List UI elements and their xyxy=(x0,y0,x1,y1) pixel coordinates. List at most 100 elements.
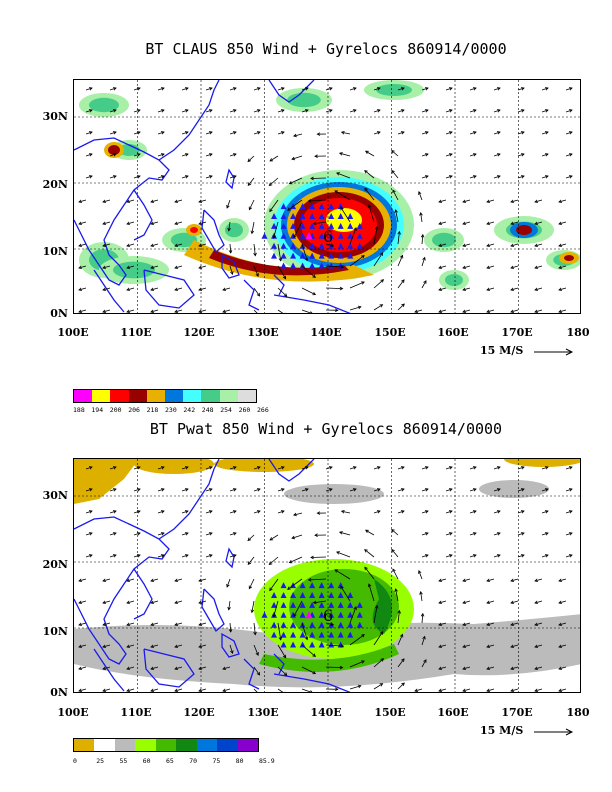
wind-vector-head xyxy=(256,131,261,135)
wind-vector-head xyxy=(376,510,381,514)
wind-vector xyxy=(421,153,429,157)
wind-vector-head xyxy=(312,670,317,675)
coastline xyxy=(133,189,153,241)
wind-vector-head xyxy=(448,532,453,536)
wind-vector xyxy=(325,488,333,492)
gyre-location-marker xyxy=(356,232,363,239)
wind-vector-head xyxy=(102,221,107,226)
wind-vector-head xyxy=(268,561,273,566)
wind-vector xyxy=(109,153,117,157)
wind-vector xyxy=(510,666,519,670)
wind-vector xyxy=(493,510,501,514)
wind-vector xyxy=(541,510,549,514)
wind-vector xyxy=(395,588,399,602)
wind-vector-head xyxy=(278,636,283,641)
wind-vector-head xyxy=(232,466,237,470)
colorbar-swatch xyxy=(74,739,95,751)
wind-vector xyxy=(493,532,501,536)
wind-vector xyxy=(174,287,183,291)
wind-vector xyxy=(85,131,93,135)
wind-vector-head xyxy=(284,691,286,692)
wind-vector xyxy=(229,532,237,536)
wind-vector xyxy=(438,309,447,313)
gyre-location-marker xyxy=(318,641,325,648)
wind-vector xyxy=(126,600,135,604)
wind-vector-head xyxy=(392,568,396,573)
wind-vector xyxy=(418,570,423,580)
wind-vector-head xyxy=(259,312,260,313)
wind-vector xyxy=(534,644,543,648)
wind-vector xyxy=(277,265,287,279)
wind-vector xyxy=(418,191,423,201)
wind-vector xyxy=(310,177,327,179)
wind-vector-head xyxy=(88,153,93,157)
colorbar-tick-label: 60 xyxy=(142,757,151,765)
wind-vector-head xyxy=(208,109,213,113)
wind-vector xyxy=(205,131,213,135)
wind-vector-head xyxy=(340,206,344,211)
wind-vector xyxy=(229,87,237,91)
gyre-location-marker xyxy=(328,242,335,249)
wind-vector-head xyxy=(400,510,405,514)
wind-vector-head xyxy=(304,488,309,492)
colorbar-tick-label: 80 xyxy=(235,757,244,765)
wind-vector-head xyxy=(307,578,312,582)
wind-vector xyxy=(253,265,259,277)
wind-vector xyxy=(85,87,93,91)
wind-vector xyxy=(534,199,543,203)
wind-vector xyxy=(325,87,333,91)
wind-vector xyxy=(469,532,477,536)
lon-label-130e: 130E xyxy=(247,706,279,719)
wind-vector-head xyxy=(174,265,179,270)
wind-vector xyxy=(150,578,159,582)
wind-vector-head xyxy=(496,153,501,157)
wind-vector xyxy=(277,510,285,514)
wind-vector xyxy=(226,199,231,209)
wind-vector-head xyxy=(418,191,422,195)
wind-vector xyxy=(133,466,141,470)
gyre-location-marker xyxy=(280,601,287,608)
gyre-location-marker xyxy=(280,611,287,618)
wind-vector-head xyxy=(334,190,339,194)
wind-vector xyxy=(517,532,525,536)
wind-vector-head xyxy=(198,600,203,605)
wind-vector xyxy=(373,658,384,668)
wind-vector xyxy=(397,109,405,113)
wind-vector-head xyxy=(438,578,443,583)
wind-vector xyxy=(517,153,525,157)
wind-vector-head xyxy=(486,578,491,583)
wind-vector xyxy=(558,199,567,203)
wind-vector xyxy=(395,209,399,223)
wind-vector-head xyxy=(247,537,252,542)
wind-vector-head xyxy=(312,291,317,296)
cloud-shade xyxy=(564,255,574,261)
wind-vector-head xyxy=(361,255,365,259)
wind-vector-head xyxy=(328,488,333,492)
coastline xyxy=(273,294,351,313)
wind-vector-head xyxy=(448,510,453,514)
coastline xyxy=(201,209,225,254)
wind-vector-head xyxy=(424,488,429,492)
wind-vector-head xyxy=(568,488,573,492)
wind-vector xyxy=(565,109,573,113)
wind-vector-head xyxy=(136,109,141,113)
gyre-location-marker xyxy=(280,582,287,589)
wind-vector-head xyxy=(328,109,333,113)
wind-vector xyxy=(341,131,351,135)
ref-vector-arrow xyxy=(534,348,574,356)
wind-vector-head xyxy=(422,256,426,261)
wind-vector xyxy=(438,199,447,203)
wind-vector-head xyxy=(198,644,203,649)
wind-vector xyxy=(273,221,279,239)
gyre-location-marker xyxy=(347,592,354,598)
wind-vector-head xyxy=(510,644,515,649)
gyre-location-marker xyxy=(290,621,297,628)
wind-vector xyxy=(229,131,237,135)
wind-vector-head xyxy=(291,156,296,161)
wind-vector-head xyxy=(293,234,297,239)
wind-vector-head xyxy=(150,622,155,627)
cloud-shade-mid xyxy=(225,222,243,238)
gyre-location-marker xyxy=(280,641,287,648)
pwat-cyclone-core xyxy=(372,579,392,634)
wind-vector-head xyxy=(126,600,131,605)
